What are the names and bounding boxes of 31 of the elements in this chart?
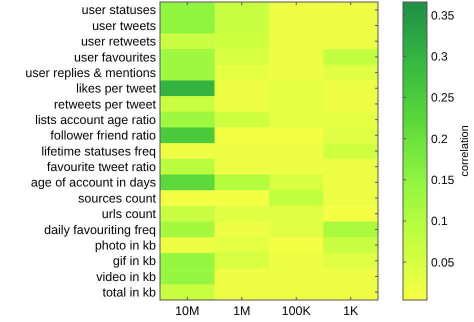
x-tick-label: 100K [282, 304, 312, 318]
color-bar-label: 0.2 [431, 132, 448, 146]
y-tick-label: user retweets [80, 34, 156, 49]
y-tick-label: daily favouriting freq [44, 222, 156, 237]
y-tick-label: photo in kb [94, 238, 156, 252]
color-bar-label: 0.25 [431, 90, 455, 105]
y-tick-label: lifetime statuses freq [41, 144, 156, 158]
y-tick-label: lists account age ratio [35, 113, 156, 128]
y-tick-label: user statuses [82, 3, 156, 18]
y-tick-label: retweets per tweet [54, 97, 157, 112]
y-tick-label: likes per tweet [76, 82, 157, 96]
color-bar-label: 0.1 [431, 214, 448, 228]
x-tick-label: 10M [175, 304, 200, 318]
y-tick-label: user tweets [92, 18, 156, 33]
color-bar-label: 0.3 [431, 50, 448, 64]
y-tick-label: favourite tweet ratio [46, 160, 156, 174]
color-bar-label: 0.35 [431, 8, 455, 22]
y-tick-label: video in kb [96, 270, 156, 284]
x-tick-label: 1K [343, 304, 360, 318]
y-tick-label: user replies & mentions [25, 66, 156, 80]
color-bar-label: 0.15 [431, 173, 455, 188]
y-tick-label: age of account in days [30, 176, 156, 190]
x-tick-label: 1M [233, 304, 250, 318]
y-tick-label: gif in kb [112, 254, 156, 268]
y-tick-label: follower friend ratio [50, 128, 156, 143]
y-tick-label: total in kb [102, 286, 156, 300]
y-tick-label: user favourites [74, 50, 156, 64]
color-bar-label: 0.05 [431, 255, 455, 270]
y-tick-label: sources count [78, 191, 157, 206]
y-tick-label: urls count [102, 207, 157, 222]
color-bar-title: correlation [459, 125, 471, 177]
